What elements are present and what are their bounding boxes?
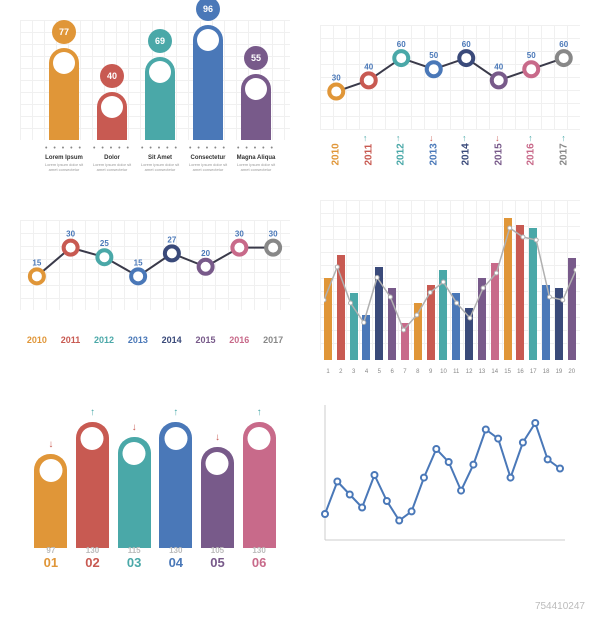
svg-text:15: 15 [134, 258, 143, 267]
year-labels: 20102011201220132014201520162017 [20, 335, 290, 345]
category-labels: • • • • • Lorem Ipsum Lorem ipsum dolor … [40, 145, 280, 200]
rounded-bar-chart: ↓ ↑ ↓ ↑ ↓ ↑ 9701130021150313004105051300… [20, 390, 290, 570]
watermark: 754410247 [535, 601, 585, 612]
svg-text:15: 15 [32, 258, 41, 267]
svg-text:27: 27 [167, 235, 176, 244]
svg-text:20: 20 [201, 249, 210, 258]
dense-bar-line-chart: 1234567891011121314151617181920 [310, 200, 580, 380]
bar-chart-with-labels: 77 40 69 96 55 • • • • • Lorem Ipsum Lor… [20, 20, 290, 200]
svg-text:50: 50 [429, 51, 438, 60]
overlay-line [324, 210, 576, 360]
svg-text:30: 30 [235, 230, 244, 239]
svg-text:60: 60 [462, 40, 471, 49]
svg-text:40: 40 [364, 62, 373, 71]
bars: 77 40 69 96 55 [40, 20, 280, 140]
bars: ↓ ↑ ↓ ↑ ↓ ↑ [30, 403, 280, 548]
index-labels: 97011300211503130041050513006 [30, 546, 280, 570]
trend-arrows: ↑↑↓↑↓↑↑ [320, 133, 580, 143]
svg-text:25: 25 [100, 239, 109, 248]
x-labels: 1234567891011121314151617181920 [324, 369, 576, 375]
line-chart-years-top: 30 40 60 50 60 40 50 60 ↑↑↓↑↓↑↑ 201020112012201… [310, 25, 580, 185]
svg-text:40: 40 [494, 62, 503, 71]
line-svg: 30 40 60 50 60 40 50 60 [320, 25, 580, 130]
svg-text:30: 30 [269, 230, 278, 239]
svg-text:30: 30 [332, 74, 341, 83]
line-svg [310, 400, 570, 550]
svg-text:60: 60 [397, 40, 406, 49]
simple-line-chart [310, 400, 580, 570]
svg-text:50: 50 [527, 51, 536, 60]
svg-text:60: 60 [559, 40, 568, 49]
line-svg: 15 30 25 15 27 20 30 30 [20, 220, 290, 310]
year-labels: 20102011201220132014201520162017 [320, 154, 580, 165]
line-chart-years-mid: 15 30 25 15 27 20 30 30 20102011201220132014201… [20, 220, 290, 360]
svg-text:30: 30 [66, 230, 75, 239]
